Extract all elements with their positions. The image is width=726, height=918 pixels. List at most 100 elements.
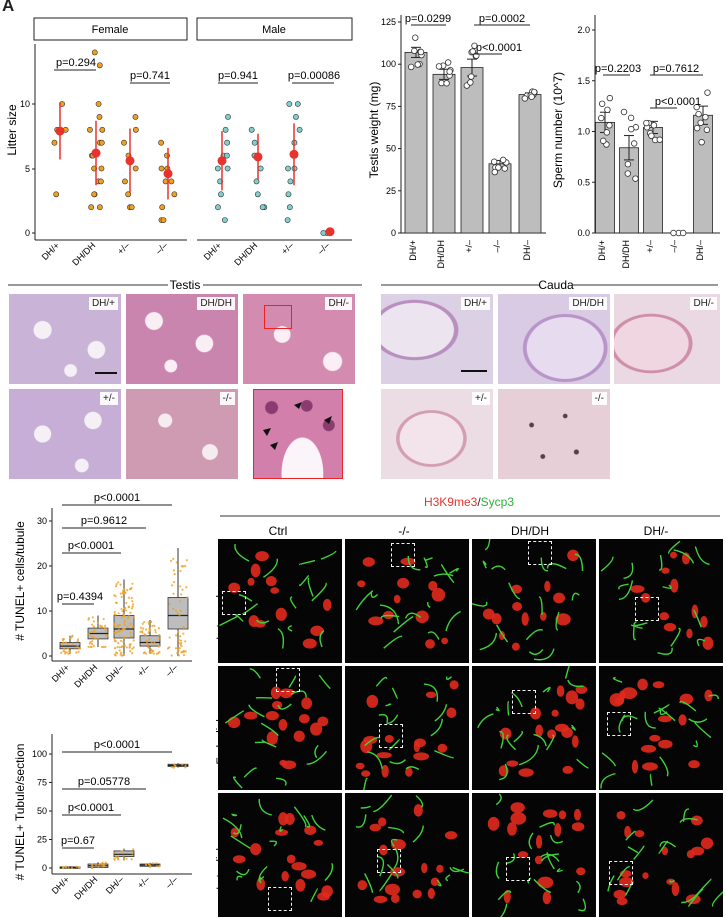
sycp3-axis <box>355 590 374 611</box>
sycp3-axis <box>499 763 508 781</box>
spread-drawing <box>224 668 331 789</box>
sycp3-axis <box>499 730 504 749</box>
data-point <box>435 63 443 70</box>
data-point <box>598 100 606 107</box>
sycp3-axis <box>276 777 287 786</box>
jitter-point <box>148 651 151 654</box>
h3k9me3-focus <box>571 735 579 748</box>
jitter-point <box>179 643 182 646</box>
tw-ylabel: Testis weight (mg) <box>367 82 381 179</box>
litter-ytick-5: 5 <box>25 164 30 174</box>
h3k9me3-focus <box>444 831 458 840</box>
sycp3-axis <box>314 744 319 759</box>
sycp3-axis <box>693 721 712 739</box>
sp-xlabel-1: DH/DH <box>621 240 631 269</box>
sycp3-axis <box>607 875 615 892</box>
litter-xlabel-3: –/– <box>153 240 169 256</box>
h3k9me3-focus <box>310 625 324 637</box>
h3k9me3-focus <box>384 734 394 743</box>
h3k9me3-focus <box>575 698 585 710</box>
data-point <box>254 191 261 198</box>
strip-male-label: Male <box>262 24 286 36</box>
sycp3-axis <box>507 700 510 716</box>
jitter-point <box>64 865 67 868</box>
sycp3-axis <box>578 898 587 912</box>
litter-xlabel-1: DH/DH <box>70 240 97 267</box>
litter-p-female-2: p=0.741 <box>130 70 170 82</box>
sycp3-axis <box>375 676 388 687</box>
spread-image <box>345 793 469 917</box>
h3k9me3-focus <box>642 872 649 880</box>
h3k9me3-focus <box>534 855 543 865</box>
h3k9me3-focus <box>573 808 581 821</box>
y-tick-label: 50 <box>37 806 47 816</box>
jitter-point <box>93 631 96 634</box>
sycp3-axis <box>222 817 243 839</box>
spread-image <box>345 666 469 790</box>
jitter-point <box>104 626 107 630</box>
sycp3-axis <box>405 766 420 770</box>
jitter-point <box>170 654 173 657</box>
h3k9me3-focus <box>547 729 557 739</box>
data-point <box>679 229 687 237</box>
sycp3-axis <box>679 700 697 712</box>
jitter-point <box>119 583 122 586</box>
sycp3-axis <box>258 798 272 816</box>
jitter-point <box>130 586 133 589</box>
jitter-point <box>129 650 132 653</box>
sycp3-axis <box>258 866 268 884</box>
h3k9me3-focus <box>390 893 400 903</box>
sycp3-axis <box>393 615 414 633</box>
jitter-point <box>118 649 121 652</box>
title-separator: / <box>477 495 481 509</box>
strip-female-label: Female <box>92 24 129 36</box>
jitter-point <box>158 651 161 654</box>
cauda-label: DH/- <box>690 297 717 310</box>
inset-box <box>635 597 659 621</box>
h3k9me3-focus <box>487 816 500 831</box>
sycp3-axis <box>370 592 379 598</box>
jitter-point <box>132 646 135 649</box>
jitter-point <box>144 634 147 637</box>
jitter-point <box>181 565 184 568</box>
cauda-label: DH/+ <box>460 297 490 310</box>
sycp3-axis <box>415 795 424 808</box>
jitter-point <box>154 631 157 634</box>
sycp3-axis <box>277 628 285 649</box>
sp-xlabel-4: DH/– <box>695 240 705 261</box>
jitter-point <box>176 651 179 655</box>
jitter-point <box>62 650 65 653</box>
h3k9me3-focus <box>363 735 378 744</box>
h3k9me3-focus <box>369 823 381 832</box>
testis-title: Testis <box>170 278 201 292</box>
jitter-point <box>94 863 98 867</box>
jitter-point <box>122 635 126 638</box>
sycp3-axis <box>379 604 400 625</box>
jitter-point <box>154 628 157 632</box>
jitter-point <box>120 850 123 853</box>
h3k9me3-focus <box>281 871 289 882</box>
jitter-point <box>114 856 118 859</box>
h3k9me3-focus <box>542 891 552 905</box>
jitter-point <box>130 607 133 610</box>
jitter-point <box>71 642 74 645</box>
jitter-point <box>87 617 91 620</box>
sycp3-axis <box>657 647 673 655</box>
jitter-point <box>116 625 119 628</box>
testis-label: DH/DH <box>197 297 235 310</box>
h3k9me3-focus <box>499 727 512 740</box>
h3k9me3-focus <box>649 734 661 742</box>
h3k9me3-focus <box>376 752 392 759</box>
sycp3-axis <box>449 866 465 873</box>
sycp3-axis <box>549 834 564 844</box>
sycp3-axis <box>256 619 270 624</box>
data-point <box>51 139 58 146</box>
inset-box <box>506 857 530 881</box>
inset-box <box>268 887 292 911</box>
spread-drawing <box>600 540 714 655</box>
jitter-point <box>68 650 72 654</box>
jitter-point <box>122 589 125 592</box>
h3k9me3-focus <box>512 601 523 611</box>
sycp3-axis <box>500 903 508 917</box>
jitter-point <box>132 848 135 851</box>
